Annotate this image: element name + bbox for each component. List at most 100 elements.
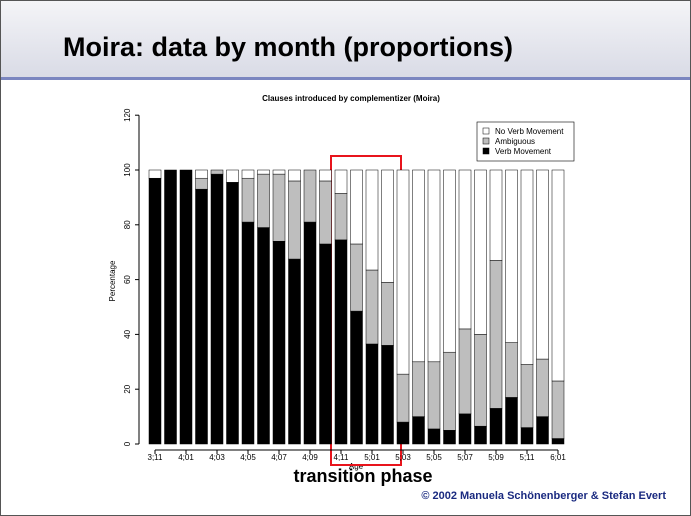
chart-title: Clauses introduced by complementizer (Mo…	[262, 94, 440, 103]
bar-segment	[288, 169, 301, 182]
bar-segment	[319, 243, 332, 445]
y-tick-label: 60	[123, 275, 132, 284]
bar-segment	[505, 397, 518, 445]
bar-segment	[551, 438, 565, 445]
x-tick-label: 5;09	[488, 453, 504, 462]
y-axis-label: Percentage	[108, 260, 117, 301]
y-tick-label: 40	[123, 329, 132, 338]
bar-segment	[427, 361, 441, 430]
bar-segment	[257, 169, 270, 175]
bar-segment	[458, 413, 472, 445]
bar-segment	[396, 421, 410, 445]
x-tick-label: 4;03	[209, 453, 225, 462]
bar-segment	[272, 173, 286, 242]
bar-segment	[288, 258, 301, 445]
bar-segment	[195, 177, 208, 190]
annotation: transition phase	[293, 466, 432, 486]
bar-segment	[412, 361, 425, 417]
x-tick-label: 4;09	[302, 453, 318, 462]
bar-segment	[334, 193, 348, 241]
bar-segment	[381, 282, 394, 346]
bar-segment	[365, 269, 379, 345]
bar-segment	[489, 260, 503, 409]
bar-segment	[520, 169, 534, 365]
bar-segment	[474, 334, 487, 427]
bar-segment	[226, 182, 239, 445]
bar-segment	[443, 351, 456, 431]
x-tick-label: 6;01	[550, 453, 566, 462]
bar-segment	[536, 358, 549, 417]
legend-label: No Verb Movement	[495, 127, 564, 136]
bar-segment	[412, 169, 425, 363]
bar-segment	[319, 169, 332, 182]
legend-label: Verb Movement	[495, 147, 552, 156]
bar-segment	[148, 177, 162, 445]
bar-segment	[319, 180, 332, 245]
bar-segment	[148, 169, 162, 179]
bar-segment	[458, 328, 472, 415]
x-tick-label: 5;05	[426, 453, 442, 462]
y-tick-label: 20	[123, 384, 132, 393]
y-tick-label: 100	[123, 163, 132, 177]
bar-segment	[195, 188, 208, 445]
x-tick-label: 5;11	[520, 453, 536, 462]
bar-segment	[288, 180, 301, 260]
bar-segment	[381, 345, 394, 445]
title-bar: Moira: data by month (proportions)	[1, 1, 690, 80]
slide-title: Moira: data by month (proportions)	[63, 32, 513, 62]
bar-segment	[536, 169, 549, 360]
bar-segment	[489, 169, 503, 261]
bar-segment	[458, 169, 472, 330]
bar-segment	[241, 221, 255, 445]
legend-label: Ambiguous	[495, 137, 535, 146]
x-tick-label: 4;07	[271, 453, 287, 462]
legend-swatch	[482, 147, 490, 155]
bar-segment	[505, 169, 518, 343]
bar-segment	[334, 239, 348, 445]
bar-segment	[427, 428, 441, 445]
bar-segment	[164, 169, 177, 445]
bar-segment	[551, 380, 565, 439]
y-tick-label: 120	[123, 108, 132, 122]
bar-segment	[303, 221, 317, 445]
bar-segment	[179, 169, 193, 445]
y-tick-label: 0	[123, 441, 132, 446]
bar-segment	[272, 240, 286, 445]
x-tick-label: 5;07	[457, 453, 473, 462]
credit: © 2002 Manuela Schönenberger & Stefan Ev…	[421, 490, 666, 502]
bar-segment	[520, 427, 534, 445]
bar-segment	[210, 173, 224, 445]
bar-segment	[365, 169, 379, 271]
x-tick-label: 5;01	[364, 453, 380, 462]
x-tick-label: 3;11	[148, 453, 164, 462]
bar-segment	[350, 243, 363, 312]
bar-segment	[505, 342, 518, 398]
bar-segment	[489, 408, 503, 445]
bar-segment	[396, 169, 410, 375]
bar-segment	[241, 169, 255, 179]
bar-segment	[257, 173, 270, 228]
bar-segment	[365, 343, 379, 445]
bar-segment	[257, 227, 270, 445]
legend-swatch	[482, 137, 490, 145]
bar-segment	[195, 169, 208, 179]
bar-segment	[412, 416, 425, 445]
legend-box	[476, 121, 575, 162]
x-axis-label: Age	[349, 462, 364, 471]
bar-segment	[474, 425, 487, 445]
bar-segment	[443, 169, 456, 353]
bar-segment	[427, 169, 441, 363]
y-tick-label: 80	[123, 220, 132, 229]
bar-segment	[334, 169, 348, 194]
bar-segment	[241, 177, 255, 223]
bar-segment	[381, 169, 394, 283]
bar-segment	[396, 373, 410, 423]
bar-segment	[226, 169, 239, 183]
bar-segment	[551, 169, 565, 382]
bar-segment	[303, 169, 317, 223]
bar-segment	[210, 169, 224, 175]
bar-segment	[474, 169, 487, 335]
bar-segment	[443, 430, 456, 445]
